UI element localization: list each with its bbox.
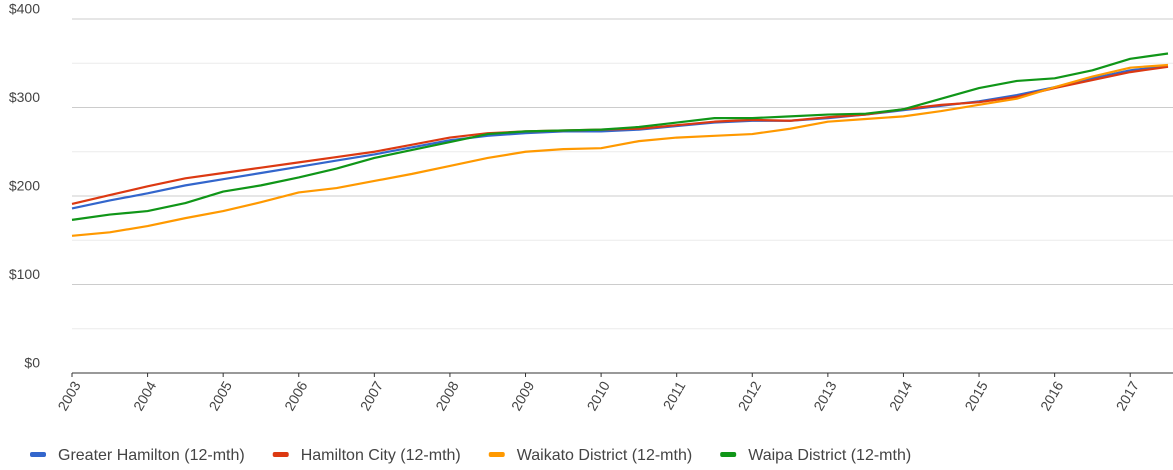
legend-swatch xyxy=(488,452,505,457)
legend-label: Waipa District (12-mth) xyxy=(748,447,911,464)
legend-swatch xyxy=(720,452,737,457)
x-tick-label: 2003 xyxy=(54,378,84,413)
legend-swatch xyxy=(30,452,46,457)
x-tick-label: 2013 xyxy=(810,378,840,413)
legend-label: Waikato District (12-mth) xyxy=(517,447,692,464)
y-tick-label: $100 xyxy=(9,266,40,282)
series-line xyxy=(71,63,1169,237)
series-line xyxy=(71,64,1169,210)
y-tick-label: $200 xyxy=(9,178,40,194)
series-line xyxy=(71,65,1169,206)
x-tick-label: 2007 xyxy=(357,378,387,413)
x-tick-label: 2010 xyxy=(583,378,613,413)
x-tick-label: 2014 xyxy=(886,378,916,413)
legend: Greater Hamilton (12-mth) Hamilton City (… xyxy=(30,447,911,464)
x-tick-label: 2012 xyxy=(735,378,765,413)
x-tick-label: 2016 xyxy=(1037,378,1067,413)
legend-swatch xyxy=(272,452,289,457)
x-tick-label: 2017 xyxy=(1113,378,1143,413)
x-tick-label: 2004 xyxy=(130,378,160,413)
x-tick-label: 2015 xyxy=(961,378,991,413)
series-line xyxy=(71,52,1169,221)
legend-label: Hamilton City (12-mth) xyxy=(301,447,461,464)
y-tick-label: $300 xyxy=(9,89,40,105)
y-tick-label: $0 xyxy=(24,355,40,371)
x-tick-label: 2009 xyxy=(508,378,538,413)
x-tick-label: 2008 xyxy=(432,378,462,413)
x-tick-label: 2011 xyxy=(660,378,689,412)
x-tick-label: 2005 xyxy=(206,378,236,413)
y-tick-label: $400 xyxy=(9,1,40,17)
legend-label: Greater Hamilton (12-mth) xyxy=(58,447,245,464)
x-tick-label: 2006 xyxy=(281,378,311,413)
